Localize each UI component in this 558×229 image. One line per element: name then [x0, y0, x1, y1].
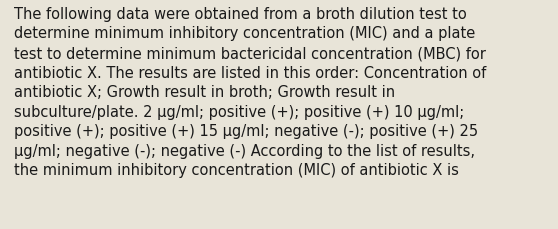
Text: The following data were obtained from a broth dilution test to
determine minimum: The following data were obtained from a … — [14, 7, 486, 178]
